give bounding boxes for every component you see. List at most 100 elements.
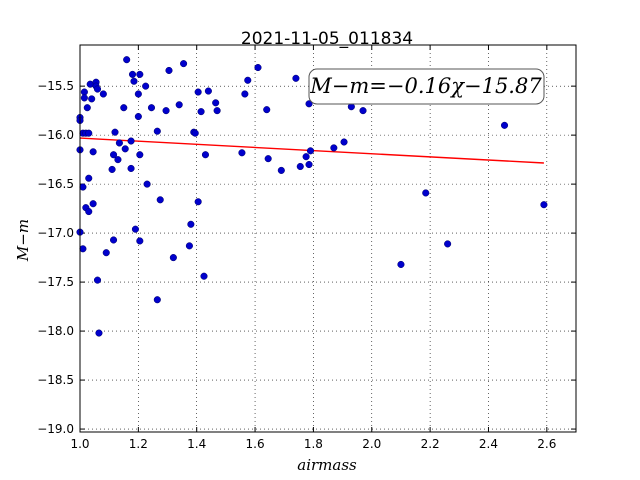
y-tick-label: −17.0	[37, 226, 74, 240]
data-point	[296, 162, 304, 171]
x-tick-label: 1.8	[304, 437, 323, 451]
data-point	[136, 70, 144, 78]
y-tick-label: −18.0	[37, 324, 74, 338]
data-point	[540, 201, 548, 209]
fit-equation: M−m=−0.16χ−15.87	[309, 74, 542, 98]
data-point	[136, 151, 144, 159]
data-point	[85, 208, 93, 216]
data-point	[88, 95, 96, 103]
data-point	[194, 198, 202, 206]
data-point	[120, 104, 128, 112]
data-point	[85, 129, 93, 137]
data-point	[180, 60, 188, 68]
data-point	[162, 107, 170, 115]
data-point	[102, 249, 110, 257]
data-point	[330, 144, 338, 152]
data-point	[93, 85, 102, 93]
data-point	[121, 145, 129, 153]
data-point	[156, 196, 164, 204]
data-point	[169, 254, 177, 262]
data-point	[204, 87, 212, 95]
y-tick-label: −19.0	[37, 422, 74, 436]
x-tick-label: 1.0	[70, 437, 89, 451]
data-point	[263, 106, 271, 114]
data-point	[136, 237, 144, 245]
data-point	[201, 151, 210, 159]
data-point	[108, 165, 116, 173]
y-tick-label: −15.5	[37, 79, 74, 93]
data-point	[305, 100, 313, 108]
x-tick-label: 2.6	[537, 437, 556, 451]
data-point	[238, 149, 246, 157]
data-point	[340, 138, 348, 146]
data-point	[89, 148, 97, 156]
data-point	[213, 107, 221, 115]
data-point	[123, 56, 131, 64]
data-point	[422, 189, 430, 197]
data-point	[165, 66, 173, 75]
data-point	[306, 147, 315, 155]
data-point	[212, 99, 220, 107]
data-point	[79, 183, 87, 191]
data-point	[80, 94, 88, 102]
data-point	[302, 153, 310, 161]
x-tick-label: 1.6	[246, 437, 265, 451]
plot-frame	[79, 44, 577, 433]
data-point	[185, 242, 193, 250]
data-point	[89, 200, 97, 208]
data-point	[305, 160, 313, 169]
data-point	[397, 260, 405, 269]
data-point	[187, 220, 195, 228]
fit-annotation-box: M−m=−0.16χ−15.87	[308, 68, 545, 105]
x-tick-label: 2.2	[421, 437, 440, 451]
x-tick-label: 1.2	[129, 437, 148, 451]
data-point	[254, 63, 262, 72]
data-point	[110, 236, 118, 244]
data-point	[95, 329, 103, 337]
data-point	[83, 104, 91, 112]
data-point	[359, 107, 367, 115]
data-point	[115, 139, 123, 147]
data-point	[79, 245, 87, 253]
data-point	[197, 108, 205, 116]
data-point	[80, 88, 88, 96]
data-point	[143, 180, 151, 188]
data-point	[200, 272, 208, 280]
data-point	[127, 164, 135, 172]
x-tick-label: 2.4	[479, 437, 498, 451]
data-point	[444, 240, 452, 248]
y-tick-label: −18.5	[37, 373, 74, 387]
data-point	[111, 128, 119, 136]
data-point	[131, 225, 139, 233]
annotation-frame	[308, 68, 545, 105]
data-point	[244, 76, 252, 84]
y-axis-label: M−m	[14, 219, 32, 262]
data-point	[128, 70, 137, 78]
data-point	[85, 174, 93, 182]
data-point	[127, 137, 135, 145]
x-axis-label: airmass	[297, 456, 357, 474]
x-tick-label: 1.4	[187, 437, 206, 451]
y-tick-label: −17.5	[37, 275, 74, 289]
data-point	[194, 88, 202, 96]
data-point	[500, 121, 509, 129]
data-point	[134, 112, 142, 121]
data-point	[130, 77, 138, 85]
data-point	[153, 127, 161, 135]
data-point	[175, 101, 183, 109]
y-tick-label: −16.5	[37, 177, 74, 191]
data-point	[99, 90, 107, 98]
data-point	[134, 90, 142, 98]
data-point	[292, 74, 300, 82]
data-point	[277, 166, 285, 174]
plot-area: 1.0 1.2 1.4 1.6 1.8 2.0 2.2 2.4 2.6 −15.5 −16.0 −16…	[37, 44, 577, 451]
data-point	[191, 129, 199, 137]
data-point	[114, 156, 122, 164]
data-point	[147, 104, 156, 112]
y-tick-label: −16.0	[37, 128, 74, 142]
data-point	[142, 82, 150, 90]
x-tick-label: 2.0	[362, 437, 381, 451]
chart-title: 2021-11-05_011834	[241, 29, 413, 49]
